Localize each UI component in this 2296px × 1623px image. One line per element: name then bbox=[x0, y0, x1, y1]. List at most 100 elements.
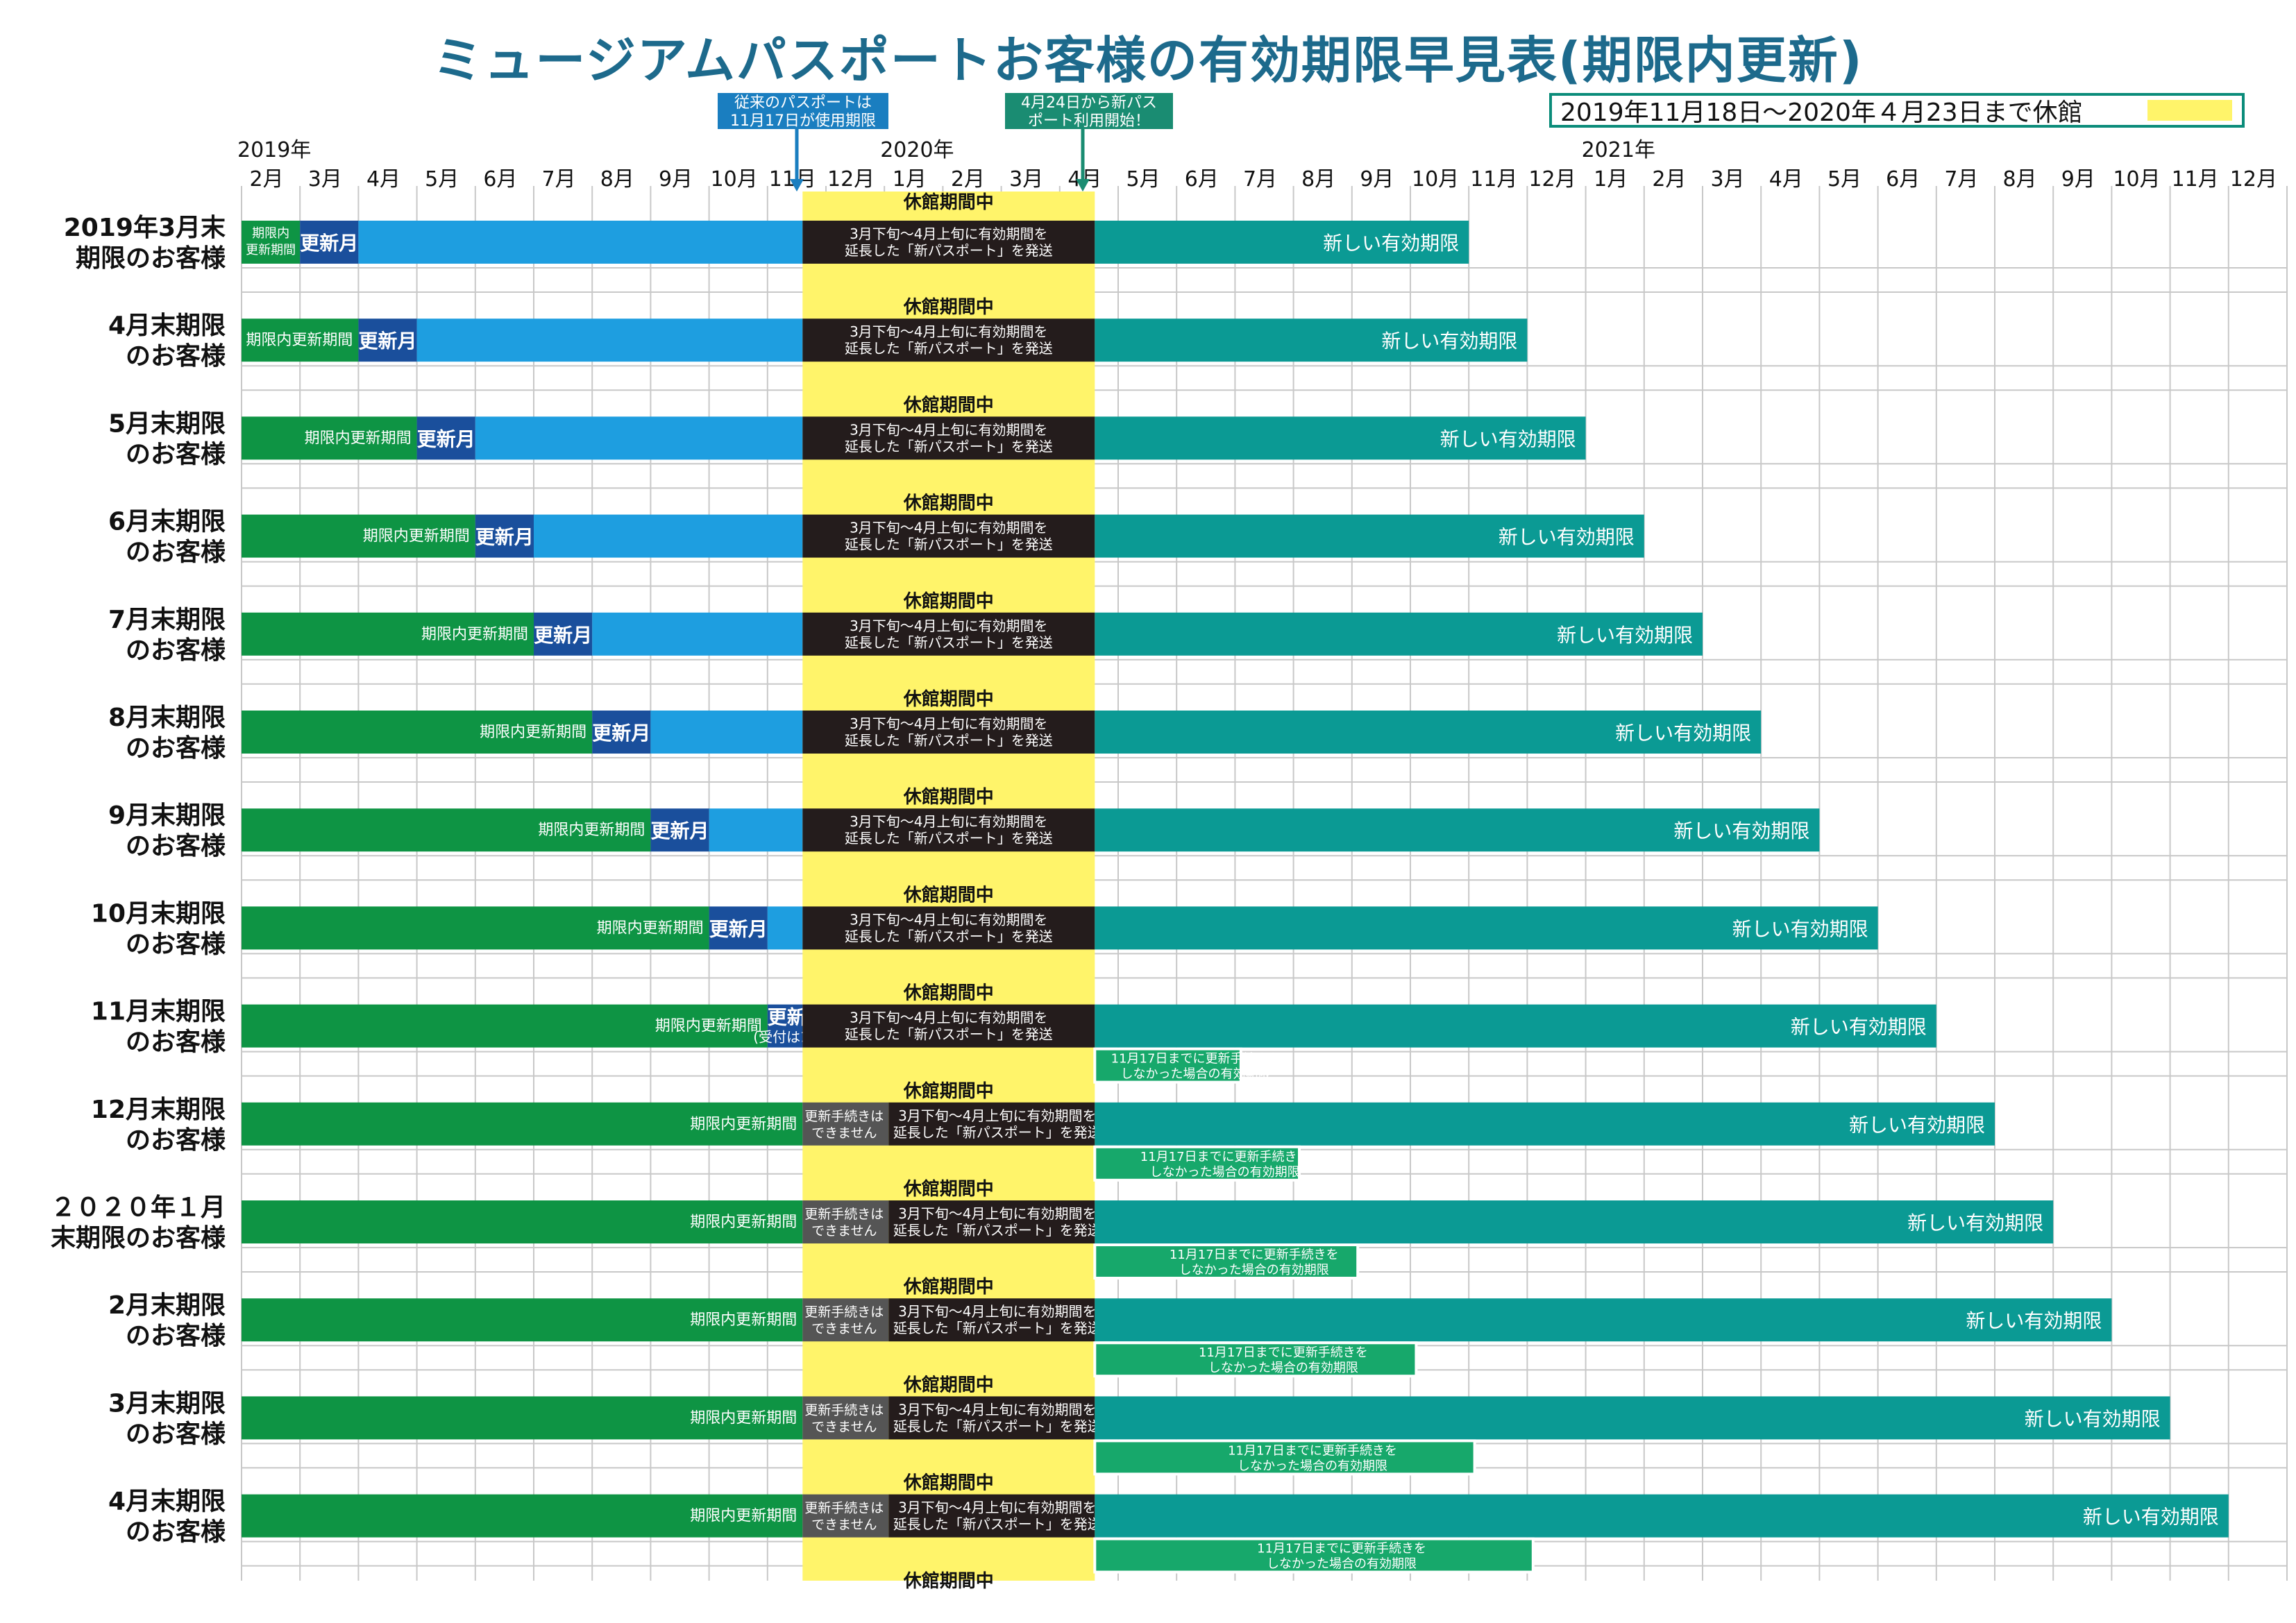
new-validity-label: 新しい有効期限 bbox=[1791, 1016, 1927, 1039]
new-validity-bar bbox=[1095, 906, 1878, 950]
year-label: 2019年 bbox=[237, 138, 311, 162]
fallback-validity-label: 11月17日までに更新手続きを bbox=[1111, 1052, 1281, 1067]
renewal-month-bar bbox=[475, 514, 534, 558]
row-label: 2019年3月末 bbox=[64, 214, 226, 242]
new-validity-label: 新しい有効期限 bbox=[1323, 232, 1459, 255]
in-period-label: 期限内更新期間 bbox=[363, 528, 470, 545]
closure-label: 休館期間中 bbox=[903, 688, 994, 710]
month-tick-label: 8月 bbox=[600, 167, 634, 192]
in-period-label: 期限内更新期間 bbox=[480, 724, 586, 741]
renewal-month-bar bbox=[300, 221, 359, 264]
renewal-month-label: 更新月 bbox=[592, 722, 650, 745]
renewal-month-label: 更新月 bbox=[650, 819, 709, 842]
in-period-label: 期限内更新期間 bbox=[538, 822, 645, 839]
cannot-renew-box bbox=[802, 1494, 889, 1538]
in-period-bar bbox=[242, 318, 359, 362]
new-validity-label: 新しい有効期限 bbox=[2025, 1407, 2161, 1430]
renewal-month-label: 更新月 bbox=[534, 624, 592, 647]
closure-label: 休館期間中 bbox=[903, 590, 994, 612]
new-passport-sent-label: 3月下旬〜4月上旬に有効期間を bbox=[898, 1107, 1096, 1124]
in-period-bar bbox=[242, 1396, 803, 1440]
closure-label: 休館期間中 bbox=[903, 1472, 994, 1494]
in-period-label: 期限内更新期間 bbox=[690, 1508, 797, 1525]
new-validity-bar bbox=[1095, 1200, 2054, 1243]
fallback-validity-label: 11月17日までに更新手続きを bbox=[1170, 1248, 1339, 1262]
new-validity-label: 新しい有効期限 bbox=[1673, 819, 1809, 842]
month-tick-label: 12月 bbox=[827, 167, 875, 192]
month-tick-label: 6月 bbox=[1185, 167, 1219, 192]
month-tick-label: 9月 bbox=[2061, 167, 2095, 192]
new-validity-bar bbox=[1095, 1298, 2112, 1342]
row-label: 2月末期限 bbox=[108, 1291, 226, 1320]
month-tick-label: 8月 bbox=[1301, 167, 1335, 192]
in-period-bar bbox=[242, 1200, 803, 1243]
fallback-validity-bar bbox=[1093, 1243, 1360, 1280]
new-passport-sent-label: 3月下旬〜4月上旬に有効期間を bbox=[850, 520, 1047, 536]
new-validity-bar bbox=[1095, 1494, 2229, 1538]
month-tick-label: 4月 bbox=[1769, 167, 1803, 192]
in-period-bar bbox=[242, 221, 301, 264]
remaining-valid-bar bbox=[475, 416, 803, 460]
page-title: ミュージアムパスポートお客様の有効期限早見表(期限内更新) bbox=[432, 31, 1864, 90]
new-passport-sent-label: 3月下旬〜4月上旬に有効期間を bbox=[850, 1010, 1047, 1026]
month-tick-label: 7月 bbox=[542, 167, 576, 192]
fallback-validity-label: しなかった場合の有効期限 bbox=[1267, 1557, 1417, 1572]
month-tick-label: 10月 bbox=[711, 167, 758, 192]
remaining-valid-bar bbox=[534, 514, 803, 558]
new-validity-bar bbox=[1095, 612, 1703, 656]
closure-label: 休館期間中 bbox=[903, 884, 994, 906]
row-label: 8月末期限 bbox=[108, 704, 226, 732]
month-tick-label: 6月 bbox=[483, 167, 517, 192]
cannot-renew-label: できません bbox=[811, 1223, 877, 1239]
new-passport-sent-box bbox=[802, 808, 1095, 852]
new-passport-sent-box bbox=[802, 711, 1095, 754]
new-passport-sent-label: 延長した「新パスポート」を発送 bbox=[893, 1124, 1101, 1141]
new-passport-sent-box bbox=[802, 221, 1095, 264]
row-label: 末期限のお客様 bbox=[51, 1224, 226, 1252]
renewal-month-bar bbox=[358, 318, 417, 362]
cannot-renew-label: 更新手続きは bbox=[804, 1109, 884, 1124]
new-passport-callout: 4月24日から新パス ポート利用開始！ bbox=[1005, 93, 1173, 130]
row-label: ２０２０年１月 bbox=[51, 1193, 226, 1222]
new-passport-sent-label: 延長した「新パスポート」を発送 bbox=[845, 634, 1053, 651]
new-passport-sent-label: 延長した「新パスポート」を発送 bbox=[845, 830, 1053, 847]
new-passport-sent-label: 延長した「新パスポート」を発送 bbox=[893, 1418, 1101, 1434]
new-validity-bar bbox=[1095, 1004, 1936, 1048]
row-label: 4月末期限 bbox=[108, 1488, 226, 1516]
new-passport-sent-label: 3月下旬〜4月上旬に有効期間を bbox=[850, 911, 1047, 928]
row-label: 9月末期限 bbox=[108, 801, 226, 830]
new-validity-bar bbox=[1095, 318, 1528, 362]
row-label: のお客様 bbox=[126, 734, 226, 763]
closure-label: 休館期間中 bbox=[903, 1374, 994, 1395]
month-tick-label: 2月 bbox=[951, 167, 985, 192]
row-label: のお客様 bbox=[126, 440, 226, 468]
fallback-validity-label: 11月17日までに更新手続きを bbox=[1140, 1150, 1310, 1164]
month-tick-label: 1月 bbox=[893, 167, 927, 192]
row-label: のお客様 bbox=[126, 1420, 226, 1448]
new-validity-bar bbox=[1095, 416, 1586, 460]
cannot-renew-label: 更新手続きは bbox=[804, 1305, 884, 1320]
new-passport-sent-label: 延長した「新パスポート」を発送 bbox=[845, 242, 1053, 259]
closure-legend-swatch bbox=[2147, 100, 2232, 121]
month-tick-label: 11月 bbox=[2172, 167, 2219, 192]
fallback-validity-bar bbox=[1093, 1439, 1476, 1476]
new-passport-sent-label: 3月下旬〜4月上旬に有効期間を bbox=[898, 1499, 1096, 1516]
month-tick-label: 7月 bbox=[1243, 167, 1277, 192]
month-tick-label: 11月 bbox=[1470, 167, 1517, 192]
row-label: 期限のお客様 bbox=[76, 244, 226, 273]
new-passport-sent-label: 3月下旬〜4月上旬に有効期間を bbox=[850, 421, 1047, 438]
new-passport-sent-label: 延長した「新パスポート」を発送 bbox=[845, 732, 1053, 749]
cannot-renew-label: できません bbox=[811, 1518, 877, 1533]
row-label: のお客様 bbox=[126, 1028, 226, 1057]
fallback-validity-bar bbox=[1093, 1047, 1242, 1084]
in-period-bar bbox=[242, 612, 534, 656]
new-validity-label: 新しい有効期限 bbox=[1849, 1114, 1985, 1137]
new-validity-bar bbox=[1095, 1102, 1995, 1146]
new-validity-label: 新しい有効期限 bbox=[1381, 330, 1517, 352]
new-validity-label: 新しい有効期限 bbox=[2083, 1506, 2219, 1529]
renewal-month-bar bbox=[650, 808, 709, 852]
month-tick-label: 3月 bbox=[1711, 167, 1745, 192]
new-passport-sent-box bbox=[802, 1004, 1095, 1048]
new-passport-sent-label: 延長した「新パスポート」を発送 bbox=[893, 1516, 1101, 1533]
